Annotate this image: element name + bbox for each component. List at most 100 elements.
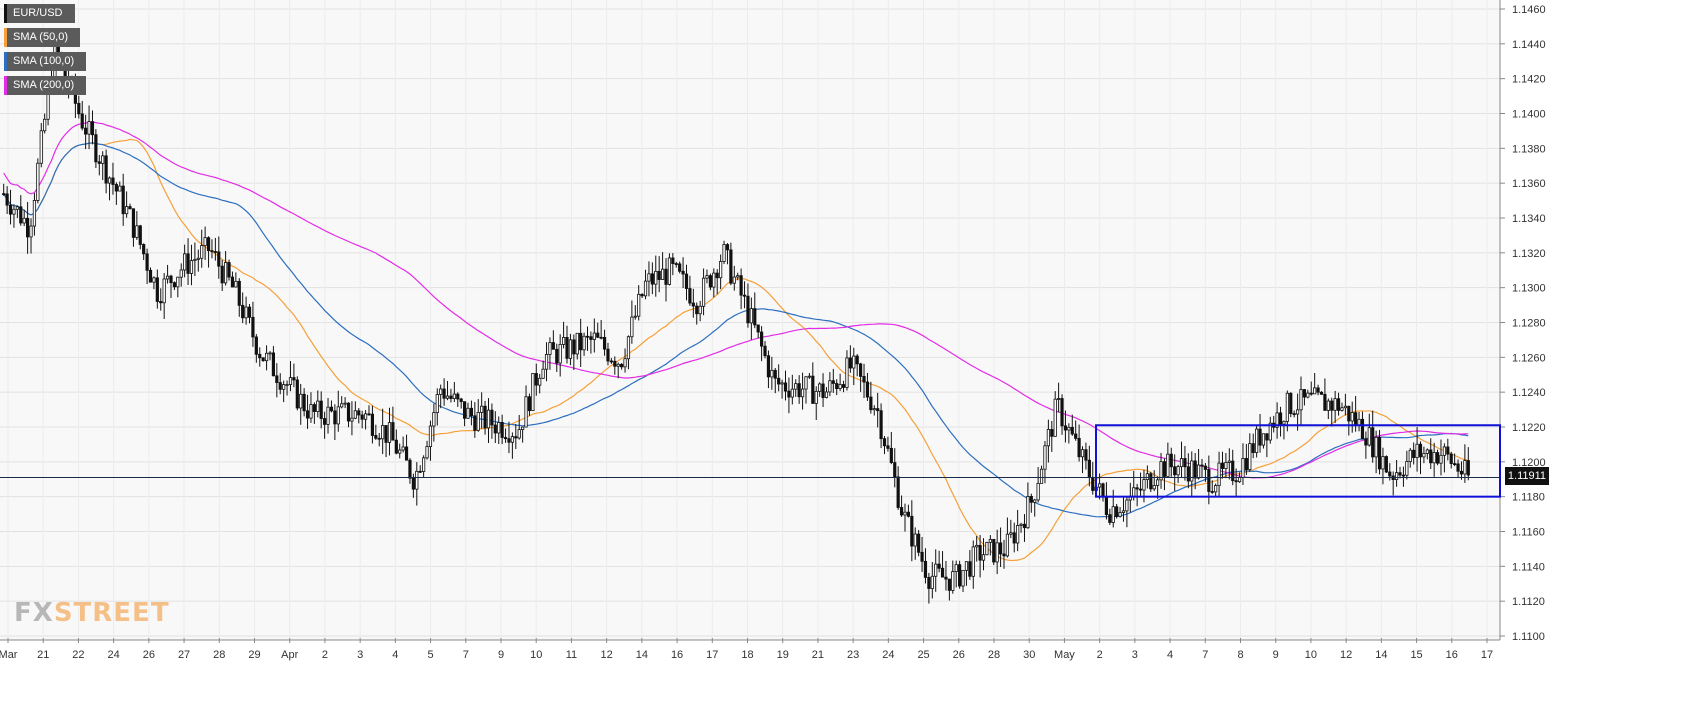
candle-body bbox=[1009, 532, 1013, 535]
candle-body bbox=[1326, 400, 1330, 411]
x-tick-label: 2 bbox=[322, 649, 328, 661]
candle-body bbox=[551, 342, 555, 350]
candle-body bbox=[480, 405, 484, 413]
candle-body bbox=[278, 382, 282, 390]
candle-body bbox=[538, 377, 542, 386]
candle-body bbox=[200, 245, 204, 259]
candle-body bbox=[1084, 449, 1088, 461]
x-tick-label: 17 bbox=[706, 649, 718, 661]
candle-body bbox=[1412, 449, 1416, 458]
candle-body bbox=[87, 121, 91, 135]
y-tick-label: 1.1340 bbox=[1512, 213, 1546, 225]
candle-body bbox=[1176, 466, 1180, 476]
candle-body bbox=[1466, 460, 1470, 476]
y-tick-label: 1.1320 bbox=[1512, 248, 1546, 260]
x-tick-label: Apr bbox=[281, 649, 298, 661]
candle-body bbox=[425, 446, 429, 459]
candle-body bbox=[630, 316, 634, 338]
candle-body bbox=[336, 406, 340, 425]
candle-body bbox=[760, 331, 764, 347]
candle-body bbox=[1285, 392, 1289, 422]
legend-item-sma-50[interactable]: SMA (50,0) bbox=[4, 28, 81, 47]
candle-body bbox=[783, 382, 788, 392]
candle-body bbox=[261, 357, 265, 362]
candle-body bbox=[804, 376, 808, 390]
candle-body bbox=[234, 280, 238, 288]
candle-body bbox=[773, 369, 777, 379]
candle-body bbox=[155, 277, 159, 302]
candle-body bbox=[558, 344, 562, 364]
candle-body bbox=[111, 177, 115, 185]
candle-body bbox=[1203, 465, 1208, 470]
candle-body bbox=[1080, 449, 1085, 458]
candle-body bbox=[739, 275, 743, 296]
candle-body bbox=[1207, 469, 1211, 492]
candle-body bbox=[1302, 389, 1307, 398]
candle-body bbox=[664, 268, 668, 285]
candle-body bbox=[183, 253, 187, 271]
candle-body bbox=[258, 353, 262, 359]
candle-body bbox=[1087, 459, 1091, 479]
candle-body bbox=[831, 380, 835, 384]
candle-body bbox=[1340, 407, 1344, 411]
x-tick-label: 14 bbox=[636, 649, 648, 661]
candle-body bbox=[705, 275, 709, 279]
candle-body bbox=[1121, 510, 1126, 513]
candle-body bbox=[264, 352, 269, 362]
candle-body bbox=[589, 336, 593, 340]
candle-body bbox=[732, 276, 736, 284]
candle-body bbox=[1132, 487, 1136, 497]
candle-body bbox=[1367, 427, 1371, 446]
candle-body bbox=[363, 413, 368, 420]
candle-body bbox=[845, 357, 849, 388]
watermark-fx: FX bbox=[14, 598, 54, 628]
x-tick-label: 3 bbox=[1132, 649, 1138, 661]
candle-body bbox=[1330, 400, 1334, 411]
candle-body bbox=[1193, 460, 1197, 479]
candle-body bbox=[32, 200, 37, 227]
candle-body bbox=[326, 406, 330, 425]
candle-body bbox=[1292, 413, 1296, 416]
legend-item-sma-100[interactable]: SMA (100,0) bbox=[4, 52, 87, 71]
candle-body bbox=[2, 193, 6, 196]
x-tick-label: 10 bbox=[530, 649, 542, 661]
candle-body bbox=[179, 269, 183, 278]
candle-body bbox=[1101, 483, 1105, 498]
watermark-street: STREET bbox=[53, 598, 170, 628]
legend-item-sma-200[interactable]: SMA (200,0) bbox=[4, 76, 87, 95]
candle-body bbox=[691, 302, 695, 307]
candle-body bbox=[582, 335, 586, 351]
candle-body bbox=[169, 275, 173, 284]
candle-body bbox=[790, 388, 794, 398]
candle-body bbox=[220, 265, 224, 284]
candle-body bbox=[893, 462, 897, 478]
candle-body bbox=[1435, 452, 1440, 464]
candle-body bbox=[1449, 453, 1453, 465]
current-price-badge: 1.11911 bbox=[1505, 467, 1549, 485]
candle-body bbox=[838, 384, 842, 390]
candle-body bbox=[1108, 514, 1112, 523]
candle-body bbox=[1077, 437, 1081, 458]
candle-body bbox=[196, 257, 200, 260]
candle-body bbox=[958, 564, 962, 587]
candle-body bbox=[1125, 499, 1129, 512]
y-tick-label: 1.1220 bbox=[1512, 422, 1546, 434]
candle-body bbox=[483, 405, 487, 429]
candle-body bbox=[1050, 429, 1054, 437]
candle-body bbox=[920, 551, 924, 562]
candle-body bbox=[859, 363, 863, 377]
candle-body bbox=[1016, 525, 1020, 544]
candle-body bbox=[661, 268, 665, 280]
candle-body bbox=[903, 511, 907, 516]
candle-body bbox=[1152, 485, 1156, 490]
y-tick-label: 1.1260 bbox=[1512, 352, 1546, 364]
candle-body bbox=[954, 564, 958, 572]
candle-body bbox=[39, 130, 43, 164]
candle-body bbox=[114, 184, 118, 192]
candle-body bbox=[316, 400, 320, 412]
legend-item-symbol[interactable]: EUR/USD bbox=[4, 4, 75, 23]
candle-body bbox=[1115, 506, 1119, 517]
candle-body bbox=[97, 161, 101, 164]
candle-body bbox=[1459, 470, 1464, 475]
x-tick-label: 25 bbox=[917, 649, 929, 661]
